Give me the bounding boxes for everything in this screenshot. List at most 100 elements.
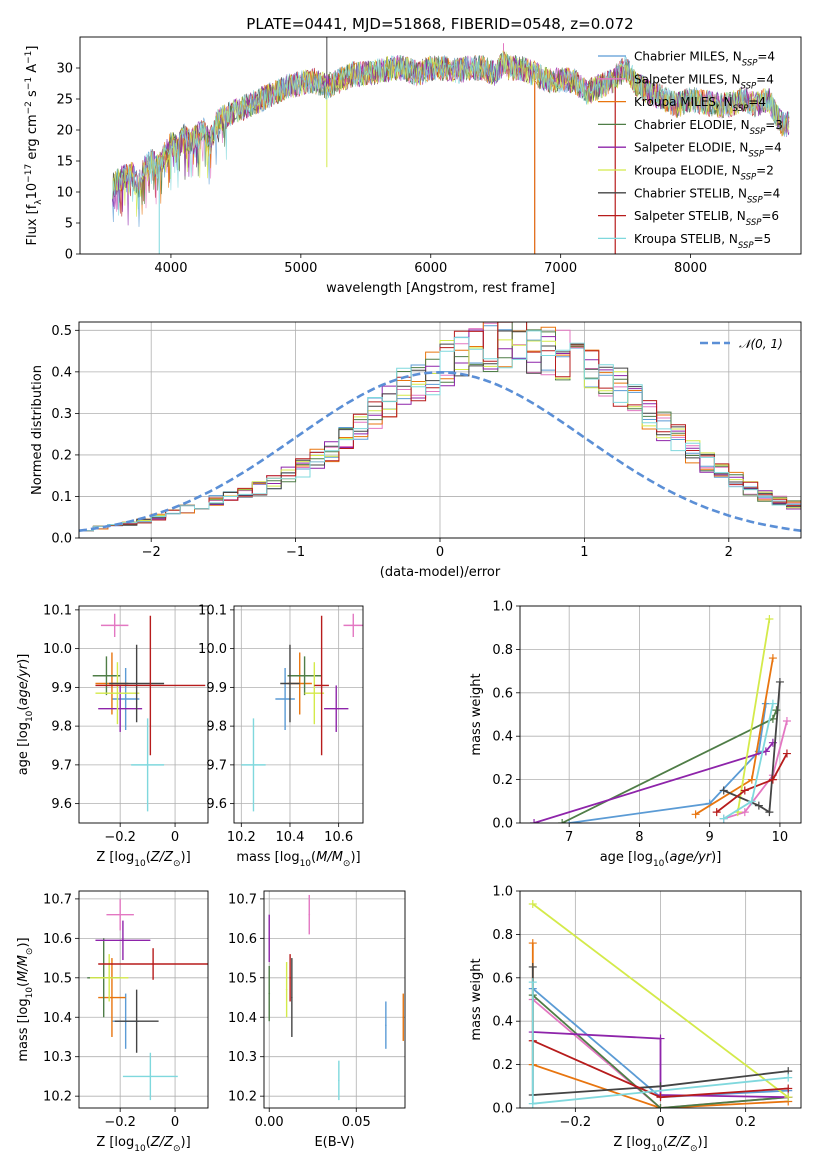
data-point — [111, 996, 113, 999]
mass-weight-marker — [768, 654, 777, 663]
spectrum-line-kroupa_stelib — [112, 52, 790, 216]
mass-weight-marker — [656, 1034, 665, 1043]
x-tick-label: 0.05 — [342, 1115, 371, 1130]
data-point — [135, 682, 138, 685]
mass-weight-marker — [765, 808, 774, 817]
y-tick-label: 0.0 — [492, 817, 513, 832]
x-tick-label: 10.2 — [227, 830, 256, 845]
mass-weight-marker — [747, 797, 756, 806]
axes-frame — [233, 605, 364, 824]
mass-weight-marker — [768, 699, 777, 708]
data-point — [291, 996, 293, 999]
normal-curve — [79, 370, 801, 532]
axes-frame — [519, 605, 802, 824]
y-tick-label: 10.0 — [198, 642, 227, 657]
mass-weight-line-chabrier_stelib — [723, 681, 781, 814]
x-tick-label: 0 — [171, 1115, 179, 1130]
data-point — [105, 674, 108, 677]
y-tick-label: 10.6 — [43, 932, 72, 947]
mass-weight-marker — [784, 1073, 793, 1082]
axes-frame — [519, 890, 802, 1109]
mass-weight-marker — [656, 1093, 665, 1102]
mass-weight-line-salpeter_miles — [723, 720, 788, 820]
data-point — [385, 1024, 387, 1026]
data-point — [135, 1020, 138, 1022]
data-point — [149, 684, 152, 687]
x-axis-label: Z [log10(Z/Z⊙)] — [613, 1135, 707, 1154]
y-tick-label: 10.2 — [228, 1090, 257, 1105]
data-point — [335, 707, 338, 710]
y-tick-label: 30 — [56, 62, 73, 77]
mass-weight-marker — [719, 814, 728, 823]
x-tick-label: 10.4 — [276, 830, 305, 845]
y-tick-label: 9.9 — [51, 681, 72, 696]
mass-weight-line-kroupa_elodie — [736, 618, 771, 813]
legend-entry: Kroupa MILES, NSSP=4 — [634, 95, 766, 114]
legend-entry: Kroupa ELODIE, NSSP=2 — [634, 164, 774, 183]
data-point — [308, 913, 311, 916]
y-tick-label: 10.7 — [43, 892, 72, 907]
legend-entry-normal: 𝒩(0, 1) — [739, 337, 783, 351]
y-tick-label: 0.6 — [492, 971, 513, 986]
mass-weight-marker — [558, 819, 567, 823]
x-tick-label: 10.6 — [324, 830, 353, 845]
y-tick-label: 0.3 — [51, 407, 72, 422]
spectrum-y-label: Flux [fλ10−17 erg cm−2 s−1 A−1] — [24, 46, 44, 246]
x-tick-label: 7000 — [544, 261, 577, 276]
data-point — [303, 674, 306, 677]
mass-weight-marker — [782, 717, 791, 726]
mass-weight-marker — [719, 786, 728, 795]
mass-weight-marker — [528, 939, 537, 948]
axes-frame — [263, 890, 406, 1109]
age-vs-metallicity-panel: −0.2 0 9.6 9.7 9.8 9.9 10.0 10.1 Z [log10(Z/Z⊙)]… — [16, 603, 209, 869]
x-tick-label: 4000 — [154, 261, 187, 276]
x-axis-label: E(B-V) — [314, 1135, 354, 1150]
y-tick-label: 5 — [65, 217, 73, 232]
mass-vs-metallicity-panel: −0.2 0 10.2 10.3 10.4 10.5 10.6 10.7 Z [log10(Z/… — [16, 890, 209, 1154]
y-tick-label: 15 — [56, 155, 73, 170]
axes-frame — [78, 605, 209, 824]
x-tick-label: −2 — [142, 545, 161, 560]
y-tick-label: 10.5 — [43, 971, 72, 986]
data-point — [402, 1016, 405, 1019]
y-tick-label: 10.6 — [228, 932, 257, 947]
y-tick-label: 9.6 — [51, 797, 72, 812]
mass-weight-marker — [712, 808, 721, 817]
y-tick-label: 10.4 — [228, 1011, 257, 1026]
spectrum-x-label: wavelength [Angstrom, rest frame] — [326, 281, 555, 296]
mass-weight-marker — [765, 615, 774, 624]
x-tick-label: 0.00 — [255, 1115, 284, 1130]
data-point — [289, 977, 291, 979]
x-tick-label: −0.2 — [560, 1115, 592, 1130]
mass-weight-marker — [772, 706, 781, 715]
mass-weight-marker — [528, 900, 537, 909]
y-tick-label: 9.9 — [206, 681, 227, 696]
y-tick-label: 10.5 — [228, 971, 257, 986]
data-point — [289, 682, 291, 685]
data-point — [285, 988, 288, 991]
data-point — [149, 1075, 152, 1078]
y-tick-label: 25 — [56, 93, 73, 108]
mass-weight-marker — [740, 786, 749, 795]
data-point — [152, 963, 154, 965]
x-tick-label: 10 — [772, 830, 789, 845]
x-tick-label: 0 — [171, 830, 179, 845]
y-tick-label: 20 — [56, 124, 73, 139]
legend-entry: Chabrier STELIB, NSSP=4 — [634, 186, 780, 205]
y-tick-label: 9.8 — [206, 720, 227, 735]
y-tick-label: 0.8 — [492, 643, 513, 658]
x-tick-label: 0.2 — [735, 1115, 756, 1130]
mass-weight-marker — [754, 801, 763, 810]
y-tick-label: 10.1 — [43, 603, 72, 618]
legend-entry: Kroupa STELIB, NSSP=5 — [634, 232, 771, 251]
mass-weight-line-chabrier_elodie — [532, 994, 789, 1108]
y-tick-label: 0.4 — [51, 365, 72, 380]
x-tick-label: −1 — [286, 545, 305, 560]
mass-weight-vs-age-panel: 7 8 9 10 0.0 0.2 0.4 0.6 0.8 1.0 age [log10(age/yr… — [469, 600, 802, 869]
x-tick-label: 1 — [580, 545, 588, 560]
y-tick-label: 10.2 — [43, 1090, 72, 1105]
x-tick-label: 0 — [436, 545, 444, 560]
data-point — [252, 764, 255, 766]
legend-entry: Salpeter ELODIE, NSSP=4 — [634, 141, 782, 160]
y-tick-label: 0.5 — [51, 324, 72, 339]
